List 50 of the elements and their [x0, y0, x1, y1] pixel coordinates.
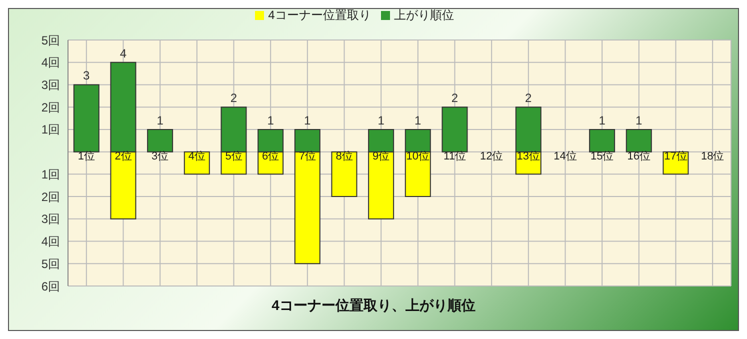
legend-label: 上がり順位	[394, 8, 454, 22]
data-label: 1	[267, 113, 274, 128]
x-tick-label: 4位	[188, 150, 206, 163]
x-tick-label: 14位	[554, 150, 577, 163]
x-tick-label: 11位	[444, 150, 466, 163]
y-tick-label: 5回	[41, 33, 60, 48]
bar	[147, 128, 174, 152]
bar	[73, 84, 100, 152]
x-tick-label: 10位	[406, 150, 430, 163]
y-tick-label: 4回	[41, 234, 60, 249]
data-label: 1	[156, 113, 164, 128]
data-label: 2	[451, 91, 458, 106]
data-label: 1	[636, 113, 643, 128]
x-tick-label: 17位	[664, 150, 688, 163]
x-tick-label: 5位	[225, 150, 242, 163]
x-tick-label: 9位	[372, 150, 390, 163]
x-tick-label: 13位	[516, 150, 540, 163]
x-tick-label: 8位	[336, 150, 353, 163]
x-tick-label: 16位	[627, 150, 651, 163]
y-tick-label: 1回	[41, 122, 60, 137]
y-tick-label: 6回	[41, 279, 60, 294]
x-tick-label: 6位	[262, 150, 280, 163]
data-label: 1	[378, 113, 385, 128]
data-label: 4	[120, 46, 127, 60]
y-tick-label: 1回	[41, 167, 60, 182]
y-tick-label: 4回	[41, 56, 60, 70]
bar	[589, 128, 616, 152]
data-label: 1	[304, 113, 312, 128]
x-tick-label: 12位	[480, 150, 504, 163]
y-tick-label: 3回	[41, 78, 60, 92]
x-tick-label: 1位	[78, 150, 95, 163]
bar	[331, 151, 358, 198]
data-label: 1	[414, 113, 422, 128]
y-tick-label: 5回	[41, 256, 60, 271]
bar	[442, 106, 468, 152]
x-tick-label: 18位	[700, 150, 724, 163]
bar	[626, 128, 652, 152]
x-tick-label: 7位	[298, 150, 316, 163]
data-label: 2	[230, 91, 238, 106]
x-tick-label: 15位	[590, 150, 614, 163]
y-tick-label: 2回	[41, 190, 60, 204]
data-label: 1	[598, 113, 606, 128]
y-tick-label: 3回	[41, 212, 60, 226]
legend-label: 4コーナー位置取り	[268, 8, 371, 22]
text: 4コーナー位置取り、上がり順位	[270, 297, 476, 315]
data-label: 3	[83, 68, 90, 83]
x-tick-label: 3位	[152, 150, 169, 163]
y-tick-label: 2回	[41, 100, 60, 114]
data-label: 2	[525, 91, 532, 106]
x-tick-label: 2位	[114, 150, 132, 163]
